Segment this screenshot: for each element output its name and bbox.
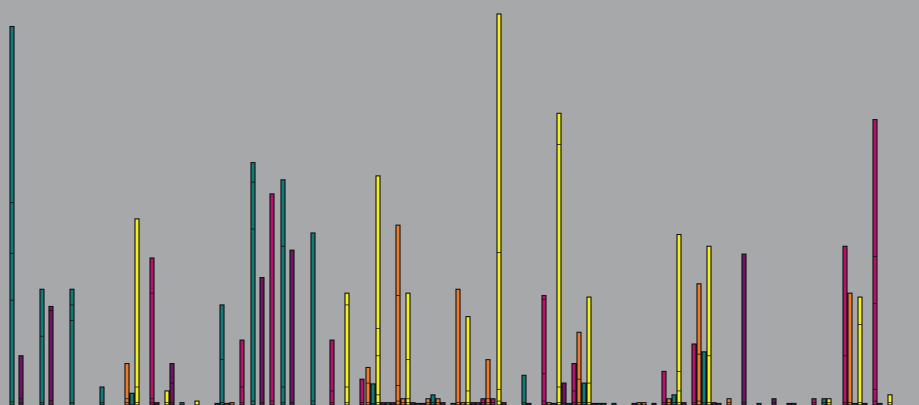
bar-53 — [490, 398, 496, 405]
bar-77 — [666, 398, 672, 405]
bar-103 — [887, 394, 893, 405]
bar-27 — [344, 292, 350, 405]
bar-58 — [541, 294, 547, 405]
bar-0 — [9, 25, 15, 405]
bar-65 — [576, 331, 582, 405]
bar-22 — [269, 193, 275, 405]
bar-56 — [521, 374, 527, 405]
bar-100 — [862, 402, 868, 405]
bar-54 — [496, 13, 502, 405]
bar-52 — [485, 359, 491, 405]
bar-12 — [169, 363, 175, 405]
bar-51 — [480, 398, 486, 405]
bar-17 — [224, 402, 230, 405]
bar-66 — [581, 382, 587, 405]
bar-8 — [134, 218, 140, 405]
bar-91 — [786, 402, 792, 405]
bar-2 — [39, 288, 45, 405]
bar-36 — [400, 398, 406, 405]
bar-3 — [48, 305, 54, 405]
bar-92 — [791, 402, 797, 405]
bar-93 — [811, 398, 817, 405]
bar-46 — [455, 288, 461, 405]
bar-72 — [631, 402, 637, 405]
bar-16 — [219, 304, 225, 405]
bar-76 — [661, 370, 667, 405]
bar-9 — [149, 257, 155, 405]
bar-84 — [706, 245, 712, 405]
bar-96 — [842, 245, 848, 405]
bar-23 — [280, 179, 286, 405]
bar-94 — [821, 398, 827, 405]
bar-63 — [566, 402, 572, 405]
bar-31 — [375, 175, 381, 405]
bar-69 — [596, 402, 602, 405]
bar-20 — [250, 162, 256, 405]
bar-70 — [601, 402, 607, 405]
bar-37 — [405, 292, 411, 405]
bar-97 — [847, 292, 853, 405]
bar-102 — [877, 402, 883, 405]
bar-81 — [691, 343, 697, 405]
bar-98 — [852, 402, 858, 405]
bar-45 — [450, 402, 456, 405]
bar-88 — [741, 253, 747, 405]
bar-67 — [586, 296, 592, 405]
bar-79 — [676, 233, 682, 405]
bar-75 — [651, 402, 657, 405]
bar-68 — [591, 402, 597, 405]
bar-14 — [194, 400, 200, 405]
bar-29 — [365, 366, 371, 405]
bar-11 — [164, 390, 170, 405]
bars-group — [9, 13, 893, 405]
bar-64 — [571, 363, 577, 405]
bar-28 — [359, 378, 365, 405]
bar-61 — [556, 112, 562, 405]
bar-82 — [696, 283, 702, 405]
bar-87 — [726, 398, 732, 405]
bar-57 — [526, 402, 532, 405]
bar-42 — [430, 394, 436, 405]
bar-90 — [771, 398, 777, 405]
bar-1 — [18, 355, 24, 405]
bar-19 — [239, 339, 245, 405]
bar-40 — [420, 402, 426, 405]
bar-62 — [561, 382, 567, 405]
bar-5 — [99, 386, 105, 405]
bar-39 — [415, 402, 421, 405]
bar-89 — [756, 402, 762, 405]
bar-95 — [826, 398, 832, 405]
bar-21 — [259, 276, 265, 405]
bar-30 — [370, 383, 376, 405]
bar-60 — [551, 402, 557, 405]
bar-86 — [716, 402, 722, 405]
bar-99 — [857, 296, 863, 405]
bar-83 — [701, 351, 707, 405]
bar-48 — [465, 316, 471, 405]
bar-15 — [214, 402, 220, 405]
bar-41 — [425, 398, 431, 405]
bar-101 — [872, 119, 878, 405]
bar-24 — [289, 249, 295, 405]
bar-78 — [671, 394, 677, 405]
bar-25 — [310, 232, 316, 405]
bar-7 — [129, 392, 135, 405]
bar-4 — [69, 288, 75, 405]
bar-35 — [395, 224, 401, 405]
bar-43 — [435, 398, 441, 405]
bar-71 — [611, 402, 617, 405]
bar-26 — [329, 339, 335, 405]
